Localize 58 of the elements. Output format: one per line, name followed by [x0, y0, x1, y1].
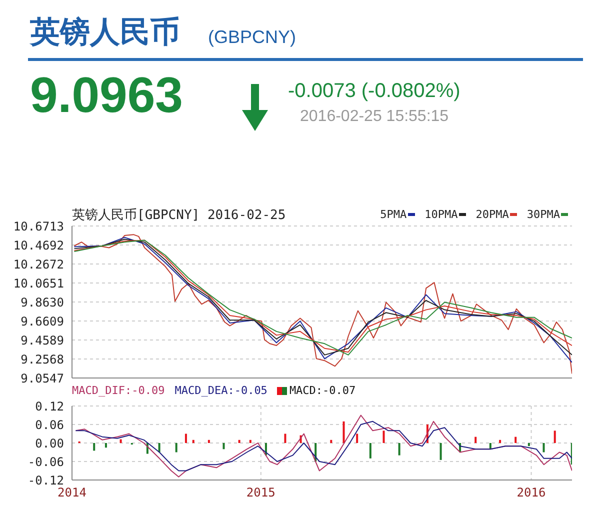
y-tick-label: 0.06 — [35, 418, 64, 432]
bar — [93, 443, 96, 451]
bar — [554, 430, 556, 443]
bar — [398, 443, 400, 456]
text: 2016-02-25 15:55:15 — [300, 108, 449, 126]
bar — [369, 443, 372, 458]
text: MACD_DIF:-0.09 — [72, 384, 165, 397]
text: 英镑人民币 — [30, 15, 180, 51]
y-tick-label: 0.00 — [35, 436, 64, 450]
y-tick-label: 10.2672 — [13, 257, 64, 272]
bar — [342, 421, 345, 443]
y-tick-label: 10.6713 — [13, 219, 64, 234]
text: 9.0963 — [30, 66, 183, 124]
y-tick-label: 9.8630 — [20, 295, 64, 310]
bar — [356, 434, 358, 443]
y-tick-label: 0.12 — [35, 399, 64, 414]
legend-label: 30PMA — [526, 208, 561, 221]
text: MACD_DEA:-0.05 — [174, 384, 268, 397]
bar — [104, 443, 107, 448]
bar — [528, 443, 530, 446]
bar — [249, 440, 252, 443]
text: -0.0073 (-0.0802%) — [288, 80, 460, 103]
y-tick-label: 9.0547 — [20, 371, 64, 386]
x-tick-label: 2016 — [516, 486, 546, 500]
line-series — [75, 420, 572, 472]
bar — [222, 443, 225, 450]
bar — [542, 443, 545, 452]
y-tick-label: 10.0651 — [13, 276, 64, 290]
y-tick-label: 9.2568 — [20, 352, 64, 366]
y-tick-label: 9.6609 — [20, 314, 64, 328]
bar — [514, 436, 517, 443]
legend-label: 5PMA — [380, 208, 408, 221]
y-tick-label: 10.4692 — [13, 238, 64, 252]
bar — [120, 439, 122, 443]
bar — [175, 443, 178, 452]
legend-label: 10PMA — [424, 208, 459, 221]
bar — [238, 440, 240, 443]
bar — [499, 440, 502, 443]
bar — [489, 443, 492, 450]
text: (GBPCNY) — [208, 27, 296, 48]
x-tick-label: 2014 — [58, 486, 86, 500]
y-tick-label: -0.12 — [28, 473, 64, 488]
legend-label: 20PMA — [476, 208, 510, 221]
y-tick-label: 9.4589 — [20, 333, 64, 348]
x-tick-label: 2015 — [246, 486, 276, 500]
bar — [284, 434, 286, 443]
bar — [382, 430, 385, 443]
bar — [158, 443, 160, 452]
y-tick-label: -0.06 — [28, 454, 64, 469]
bar — [440, 443, 442, 460]
line-series — [75, 414, 572, 478]
legend-label: MACD:-0.07 — [288, 384, 356, 397]
bar — [330, 440, 332, 443]
bar — [192, 440, 194, 443]
bar — [474, 436, 477, 443]
chart-title: 英镑人民币[GBPCNY] 2016-02-25 — [72, 207, 286, 224]
bar — [184, 434, 187, 443]
bar — [208, 440, 210, 443]
